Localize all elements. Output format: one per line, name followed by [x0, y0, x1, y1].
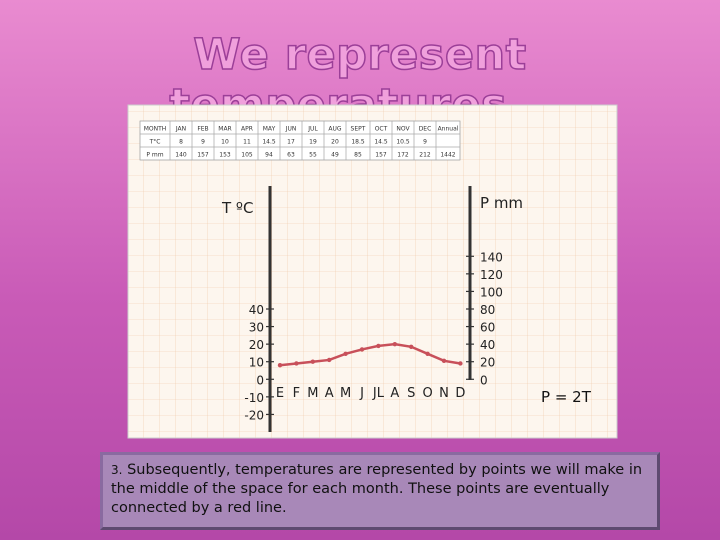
table-cell-text: 9: [423, 139, 427, 146]
y-tick-label: -10: [244, 391, 264, 405]
table-cell-text: 55: [309, 152, 317, 159]
table-cell-text: JUN: [285, 126, 297, 133]
y2-tick-label: 40: [480, 338, 495, 352]
data-point: [310, 359, 315, 364]
table-cell-text: P mm: [146, 152, 163, 159]
x-tick-label: E: [276, 386, 284, 401]
table-cell-text: 10: [221, 139, 229, 146]
table-cell-text: 172: [397, 152, 409, 159]
data-point: [458, 361, 463, 366]
y-axis-label: T ºC: [221, 199, 253, 217]
y2-tick-label: 0: [480, 373, 488, 387]
y2-tick-label: 60: [480, 321, 495, 335]
table-cell-text: 140: [175, 152, 187, 159]
table-cell-text: AUG: [328, 126, 341, 133]
data-point: [376, 343, 381, 349]
table-cell-text: JUL: [307, 126, 318, 133]
y-tick-label: 40: [249, 303, 264, 317]
table-cell-text: 153: [219, 152, 231, 159]
x-tick-label: JL: [372, 386, 385, 401]
table-cell-text: Annual: [438, 126, 459, 133]
data-point: [425, 351, 430, 357]
formula: P = 2T: [541, 388, 592, 406]
data-point: [327, 357, 332, 363]
table-cell-text: SEPT: [351, 126, 366, 133]
table-cell: [435, 146, 461, 161]
table-cell-text: FEB: [197, 126, 208, 133]
data-point: [294, 361, 299, 366]
x-tick-label: M: [340, 386, 351, 401]
table-cell-text: 18.5: [351, 139, 365, 146]
y-tick-label: 30: [249, 321, 264, 335]
x-tick-label: M: [307, 386, 318, 401]
table-cell-text: 94: [265, 152, 273, 159]
x-tick-label: S: [407, 386, 415, 401]
data-point: [441, 358, 447, 364]
y2-tick-label: 20: [480, 356, 495, 370]
x-tick-label: D: [455, 386, 465, 401]
table-cell-text: APR: [241, 126, 253, 133]
x-tick-label: J: [359, 386, 364, 401]
table-cell-text: 63: [287, 152, 295, 159]
x-tick-label: A: [325, 386, 334, 401]
table-cell-text: T°C: [149, 139, 161, 146]
data-point: [409, 344, 414, 349]
table-cell-text: MONTH: [144, 126, 167, 133]
y-tick-label: 10: [249, 356, 264, 370]
note-text: Subsequently, temperatures are represent…: [111, 462, 643, 516]
y2-tick-label: 100: [480, 285, 503, 299]
table-cell-text: 10.5: [396, 139, 410, 146]
table-cell-text: 157: [375, 152, 387, 159]
table-cell-text: 85: [354, 152, 362, 159]
table-cell-text: OCT: [375, 126, 388, 133]
table-cell-text: 212: [419, 152, 431, 159]
table-cell-text: 157: [197, 152, 209, 159]
table-cell-text: MAY: [263, 126, 276, 133]
data-point: [277, 363, 283, 368]
table-cell-text: 9: [201, 139, 205, 146]
data-point: [392, 341, 397, 347]
y2-tick-label: 140: [480, 250, 503, 264]
x-tick-label: O: [422, 386, 432, 401]
table-cell-text: DEC: [419, 126, 432, 133]
data-point: [343, 351, 348, 357]
table-cell-text: MAR: [218, 126, 231, 133]
table-cell-text: 14.5: [262, 139, 276, 146]
table-cell-text: 14.5: [374, 139, 388, 146]
table-cell-text: 11: [243, 139, 251, 146]
x-tick-label: F: [293, 386, 300, 401]
table-cell-text: 8: [179, 139, 183, 146]
y2-tick-label: 120: [480, 268, 503, 282]
y2-axis-label: P mm: [480, 194, 523, 212]
table-cell-text: 17: [287, 139, 295, 146]
x-tick-label: N: [439, 386, 449, 401]
table-cell-text: 19: [309, 139, 317, 146]
table-bg: [139, 120, 461, 161]
data-point: [359, 347, 365, 352]
table-cell-text: 20: [331, 139, 339, 146]
y2-tick-label: 80: [480, 303, 495, 317]
graph-paper: [127, 104, 618, 439]
y-tick-label: 20: [249, 338, 264, 352]
note-box: 3. Subsequently, temperatures are repres…: [100, 452, 660, 530]
note-number: 3.: [111, 463, 123, 477]
table-cell-text: NOV: [396, 126, 410, 133]
data-table: MONTH JAN FEB MAR APR MAY JUN JUL AUG SEPT OCT NOV D…: [139, 120, 461, 161]
table-cell-text: 1442: [440, 152, 455, 159]
series-line: [279, 342, 461, 367]
table-cell-text: 49: [331, 152, 339, 159]
x-tick-label: A: [390, 386, 399, 401]
y-tick-label: 0: [256, 373, 264, 387]
y-tick-label: -20: [244, 408, 264, 422]
table-cell-text: JAN: [175, 126, 186, 133]
table-cell-text: 105: [241, 152, 253, 159]
